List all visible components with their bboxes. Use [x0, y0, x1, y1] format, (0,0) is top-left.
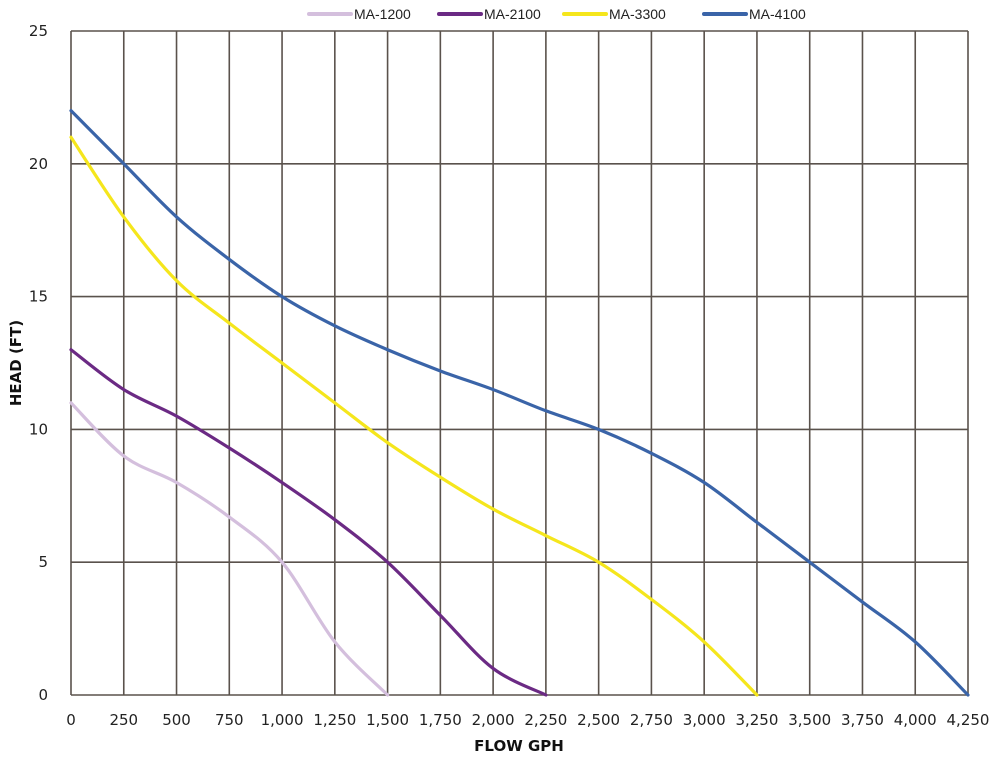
grid: [70, 30, 969, 696]
series-line-ma-2100: [69, 348, 548, 697]
legend-label: MA-1200: [354, 6, 411, 22]
x-axis-title: FLOW GPH: [474, 737, 564, 755]
y-tick-label: 15: [29, 288, 48, 306]
x-tick-label: 1,000: [261, 711, 304, 729]
series-line-ma-4100: [69, 109, 970, 697]
y-axis-title: HEAD (FT): [7, 320, 25, 406]
x-tick-label: 0: [66, 711, 76, 729]
x-tick-label: 500: [162, 711, 191, 729]
series-lines: [69, 109, 970, 697]
x-tick-label: 3,000: [683, 711, 726, 729]
x-tick-label: 750: [215, 711, 244, 729]
y-tick-label: 25: [29, 22, 48, 40]
y-tick-label: 0: [38, 686, 48, 704]
x-tick-label: 4,250: [947, 711, 990, 729]
x-tick-label: 2,500: [577, 711, 620, 729]
x-tick-label: 3,750: [841, 711, 884, 729]
y-tick-label: 20: [29, 155, 48, 173]
x-tick-label: 4,000: [894, 711, 937, 729]
x-tick-label: 1,750: [419, 711, 462, 729]
x-tick-label: 1,250: [313, 711, 356, 729]
x-tick-label: 2,250: [524, 711, 567, 729]
legend-item: MA-1200: [307, 6, 411, 22]
x-tick-label: 2,750: [630, 711, 673, 729]
x-axis-ticks: 0 250 500 750 1,000 1,250 1,500 1,750 2,000 2,250…: [66, 711, 989, 729]
x-tick-label: 3,250: [735, 711, 778, 729]
legend-item: MA-3300: [562, 6, 666, 22]
legend-item: MA-4100: [702, 6, 806, 22]
y-axis-ticks: 0 5 10 15 20 25: [29, 22, 48, 704]
legend-label: MA-2100: [484, 6, 541, 22]
x-tick-label: 2,000: [472, 711, 515, 729]
series-line-ma-1200: [69, 401, 390, 697]
legend-label: MA-4100: [749, 6, 806, 22]
x-tick-label: 1,500: [366, 711, 409, 729]
y-tick-label: 10: [29, 420, 48, 438]
x-tick-label: 3,500: [788, 711, 831, 729]
y-tick-label: 5: [38, 553, 48, 571]
series-line-ma-3300: [69, 135, 759, 697]
legend-item: MA-2100: [437, 6, 541, 22]
legend: MA-1200 MA-2100 MA-3300 MA-4100: [307, 6, 806, 22]
legend-label: MA-3300: [609, 6, 666, 22]
x-tick-label: 250: [109, 711, 138, 729]
